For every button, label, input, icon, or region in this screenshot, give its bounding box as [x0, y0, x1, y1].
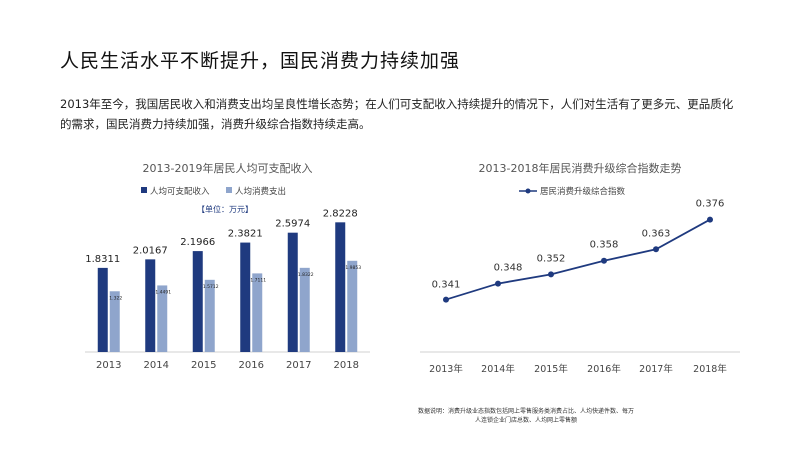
line-point: [548, 271, 554, 278]
bar-income: [145, 259, 156, 352]
bar-spend: [109, 291, 120, 352]
x-tick-label: 2015: [191, 360, 216, 371]
bar-income: [240, 242, 251, 352]
x-tick-label: 2015年: [534, 363, 568, 375]
line-value-label: 0.376: [696, 199, 725, 210]
x-tick-label: 2017: [286, 360, 311, 371]
legend-swatch-spend: [226, 187, 232, 193]
bar-income: [287, 232, 298, 352]
x-tick-label: 2016: [239, 360, 264, 371]
bar-income: [335, 222, 346, 352]
x-tick-label: 2013年: [429, 363, 463, 375]
legend-label-income: 人均可支配收入: [150, 186, 210, 197]
line-value-label: 0.363: [642, 228, 671, 239]
bar-value-label-spend: 1.322: [109, 295, 122, 301]
bar-spend: [204, 279, 215, 352]
x-tick-label: 2013: [96, 360, 121, 371]
bar-spend: [347, 260, 358, 352]
bar-value-label-income: 2.8228: [323, 208, 358, 219]
x-tick-label: 2018: [334, 360, 359, 371]
x-tick-label: 2018年: [693, 363, 727, 375]
bar-chart-title: 2013-2019年居民人均可支配收入: [143, 161, 313, 175]
line-point: [653, 246, 659, 253]
data-note: 数据说明：消费升级业态指数包括网上零售服务类消费占比、人均快递件数、每万人连锁企…: [418, 408, 635, 424]
legend-label-index: 居民消费升级综合指数: [540, 186, 626, 197]
index-line: [445, 218, 711, 301]
intro-paragraph: 2013年至今，我国居民收入和消费支出均呈良性增长态势；在人们可支配收入持续提升…: [60, 97, 734, 131]
legend-swatch-income: [141, 187, 147, 193]
bar-value-label-income: 2.5974: [275, 219, 310, 230]
page-title: 人民生活水平不断提升，国民消费力持续加强: [60, 50, 461, 72]
line-value-label: 0.358: [590, 240, 619, 251]
x-tick-label: 2014年: [481, 363, 515, 375]
bar-value-label-income: 2.1966: [180, 237, 215, 248]
bar-value-label-spend: 1.7111: [250, 277, 266, 283]
line-value-label: 0.352: [537, 253, 566, 264]
bar-value-label-spend: 1.8322: [298, 272, 314, 278]
unit-label: 【单位：万元】: [197, 204, 253, 214]
line-point: [601, 257, 607, 264]
line-value-label: 0.341: [432, 280, 461, 291]
bar-spend: [299, 267, 310, 352]
line-chart-title: 2013-2018年居民消费升级综合指数走势: [479, 161, 682, 175]
bar-spend: [252, 273, 263, 352]
bar-value-label-spend: 1.9853: [345, 265, 361, 271]
line-value-label: 0.348: [494, 263, 523, 274]
line-point: [443, 296, 449, 303]
bar-income: [97, 267, 108, 352]
legend-label-spend: 人均消费支出: [235, 186, 286, 197]
bar-income: [192, 251, 203, 352]
x-tick-label: 2016年: [587, 363, 621, 375]
line-point: [495, 280, 501, 287]
legend-line-marker: [525, 188, 531, 194]
line-point: [707, 216, 713, 223]
bar-value-label-income: 2.0167: [133, 245, 168, 256]
bar-value-label-income: 2.3821: [228, 229, 263, 240]
bar-value-label-spend: 1.4491: [155, 289, 171, 295]
bar-value-label-spend: 1.5712: [203, 284, 219, 290]
bar-value-label-income: 1.8311: [85, 254, 120, 265]
bar-spend: [157, 285, 168, 352]
x-tick-label: 2017年: [639, 363, 673, 375]
x-tick-label: 2014: [144, 360, 169, 371]
